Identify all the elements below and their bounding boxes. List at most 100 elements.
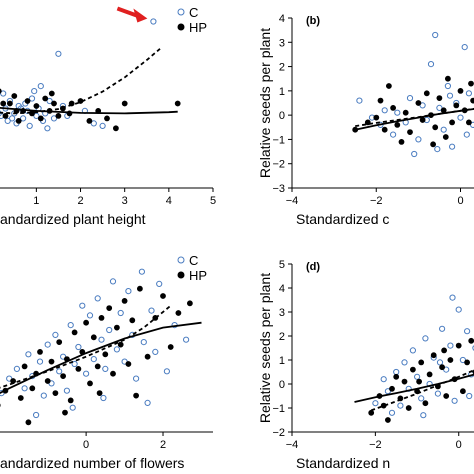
point-c bbox=[447, 342, 454, 349]
point-c bbox=[44, 341, 51, 348]
x-tick-label: 5 bbox=[210, 195, 216, 207]
point-hp bbox=[102, 351, 109, 358]
point-c bbox=[414, 373, 421, 380]
point-c bbox=[465, 90, 472, 97]
point-hp bbox=[86, 118, 93, 124]
x-tick-label: 0 bbox=[457, 195, 463, 207]
point-c bbox=[106, 326, 113, 334]
plot-area bbox=[354, 294, 474, 423]
point-hp bbox=[51, 100, 57, 107]
y-tick-label: 2 bbox=[279, 331, 285, 343]
point-c bbox=[90, 356, 97, 363]
point-hp bbox=[11, 93, 18, 99]
point-hp bbox=[98, 314, 105, 321]
point-c bbox=[183, 336, 190, 343]
y-axis-label: Relative seeds per plant bbox=[257, 28, 273, 178]
point-c bbox=[102, 365, 109, 372]
point-c bbox=[434, 390, 441, 397]
point-hp bbox=[430, 141, 436, 148]
point-hp bbox=[55, 113, 62, 119]
point-hp bbox=[407, 129, 413, 135]
point-c bbox=[55, 50, 62, 57]
point-c bbox=[439, 325, 446, 332]
point-hp bbox=[381, 126, 388, 133]
panel-a: 1 2 3 4 5 andardized plant height CHP bbox=[0, 5, 216, 227]
point-hp bbox=[455, 342, 462, 349]
point-hp bbox=[37, 348, 43, 355]
point-c bbox=[113, 346, 121, 353]
point-hp bbox=[398, 138, 405, 145]
x-tick-label: −4 bbox=[286, 439, 299, 451]
point-c bbox=[56, 368, 63, 375]
point-c bbox=[99, 122, 106, 130]
point-c bbox=[466, 392, 473, 400]
point-c bbox=[470, 121, 474, 128]
point-c bbox=[436, 104, 443, 112]
point-c bbox=[109, 278, 117, 285]
point-c bbox=[388, 409, 396, 416]
point-c bbox=[94, 295, 101, 302]
y-tick-label: 2 bbox=[279, 62, 285, 74]
point-hp bbox=[389, 385, 395, 392]
x-tick-label: 2 bbox=[77, 195, 83, 207]
point-c bbox=[393, 368, 400, 376]
y-tick-label: 4 bbox=[279, 13, 285, 25]
point-c bbox=[133, 375, 140, 382]
y-tick-label: 3 bbox=[279, 37, 285, 49]
point-hp bbox=[21, 363, 28, 370]
point-c bbox=[461, 44, 468, 51]
panel-tag: (d) bbox=[306, 261, 320, 273]
point-c bbox=[401, 359, 408, 366]
point-hp bbox=[114, 324, 120, 331]
y-tick-label: −2 bbox=[272, 159, 285, 171]
point-hp bbox=[90, 334, 97, 341]
point-hp bbox=[423, 90, 430, 97]
panel-tag: (b) bbox=[306, 15, 320, 27]
point-hp bbox=[444, 75, 451, 82]
point-hp bbox=[418, 359, 425, 366]
point-c bbox=[46, 97, 53, 105]
y-tick-label: 5 bbox=[279, 259, 285, 271]
point-hp bbox=[67, 397, 74, 404]
point-c bbox=[390, 131, 397, 138]
point-hp bbox=[439, 364, 445, 371]
point-c bbox=[372, 400, 379, 407]
point-hp bbox=[121, 100, 128, 107]
point-c bbox=[67, 322, 74, 329]
point-hp bbox=[419, 117, 426, 123]
legend-marker-c bbox=[177, 256, 185, 264]
point-hp bbox=[160, 293, 166, 299]
y-tick-label: 1 bbox=[279, 86, 285, 98]
point-c bbox=[63, 387, 71, 394]
point-c bbox=[21, 385, 28, 392]
point-c bbox=[472, 345, 474, 351]
x-tick-label: 3 bbox=[122, 195, 128, 207]
point-hp bbox=[443, 393, 450, 399]
x-tick-label: −4 bbox=[286, 195, 299, 207]
point-hp bbox=[377, 97, 384, 104]
x-tick-label: 2 bbox=[160, 439, 166, 451]
fit-line-hp bbox=[0, 321, 202, 394]
point-hp bbox=[75, 365, 82, 372]
arrow-head bbox=[133, 8, 148, 23]
point-hp bbox=[459, 388, 466, 395]
point-c bbox=[37, 83, 44, 90]
point-hp bbox=[125, 361, 132, 367]
point-c bbox=[9, 115, 16, 122]
point-hp bbox=[401, 378, 408, 385]
point-c bbox=[436, 359, 444, 366]
point-hp bbox=[405, 405, 412, 411]
point-c bbox=[432, 31, 439, 39]
point-c bbox=[36, 358, 44, 365]
legend-label-c: C bbox=[189, 5, 198, 20]
point-c bbox=[100, 394, 107, 402]
point-hp bbox=[121, 297, 128, 304]
y-tick-label: −3 bbox=[272, 183, 285, 195]
point-c bbox=[31, 88, 38, 95]
point-c bbox=[457, 114, 464, 121]
point-hp bbox=[415, 100, 422, 106]
point-hp bbox=[457, 88, 464, 94]
point-hp bbox=[0, 100, 7, 107]
point-hp bbox=[96, 390, 103, 396]
